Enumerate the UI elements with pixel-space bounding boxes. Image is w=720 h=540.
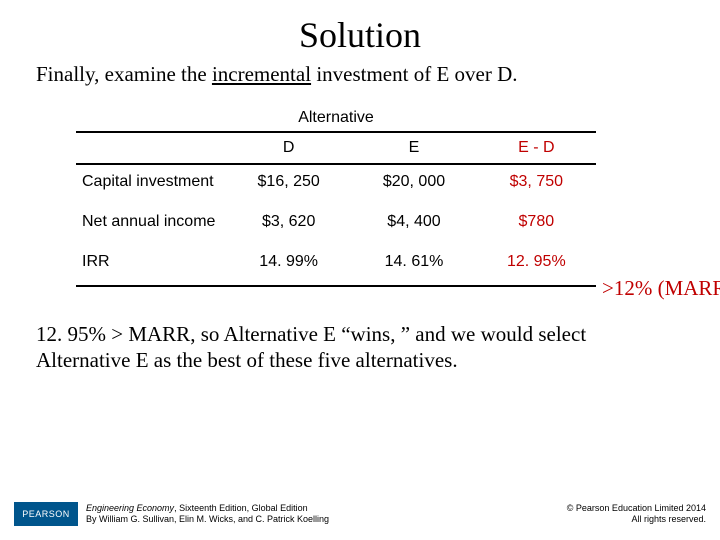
comparison-table-wrapper: Alternative D E E - D Capital investment… [76,109,596,287]
table-row: Capital investment $16, 250 $20, 000 $3,… [76,164,596,205]
intro-prefix: Finally, examine the [36,62,212,86]
row-label: IRR [76,245,226,286]
footer-citation: Engineering Economy, Sixteenth Edition, … [86,503,329,526]
intro-underlined: incremental [212,62,311,86]
cell-e: 14. 61% [351,245,476,286]
rights-line: All rights reserved. [631,514,706,524]
alternative-label: Alternative [76,109,596,131]
cell-ed: $3, 750 [477,164,596,205]
cell-ed: 12. 95% [477,245,596,286]
table-row: IRR 14. 99% 14. 61% 12. 95% [76,245,596,286]
publisher-logo: PEARSON [14,502,78,526]
book-authors: By William G. Sullivan, Elin M. Wicks, a… [86,514,329,524]
cell-e: $4, 400 [351,205,476,245]
copyright-line: © Pearson Education Limited 2014 [567,503,706,513]
intro-suffix: investment of E over D. [311,62,517,86]
col-header-d: D [226,132,351,164]
col-header-e: E [351,132,476,164]
cell-d: $16, 250 [226,164,351,205]
cell-e: $20, 000 [351,164,476,205]
row-label: Net annual income [76,205,226,245]
cell-ed: $780 [477,205,596,245]
footer: PEARSON Engineering Economy, Sixteenth E… [0,502,720,526]
marr-annotation: >12% (MARR) [602,276,720,301]
comparison-table: D E E - D Capital investment $16, 250 $2… [76,131,596,287]
row-label: Capital investment [76,164,226,205]
footer-copyright: © Pearson Education Limited 2014 All rig… [567,503,706,526]
book-edition: , Sixteenth Edition, Global Edition [174,503,308,513]
col-header-ed: E - D [477,132,596,164]
col-header-blank [76,132,226,164]
conclusion-text: 12. 95% > MARR, so Alternative E “wins, … [0,321,720,374]
book-title: Engineering Economy [86,503,174,513]
cell-d: 14. 99% [226,245,351,286]
table-header-row: D E E - D [76,132,596,164]
table-row: Net annual income $3, 620 $4, 400 $780 [76,205,596,245]
page-title: Solution [0,0,720,62]
cell-d: $3, 620 [226,205,351,245]
intro-text: Finally, examine the incremental investm… [0,62,720,87]
